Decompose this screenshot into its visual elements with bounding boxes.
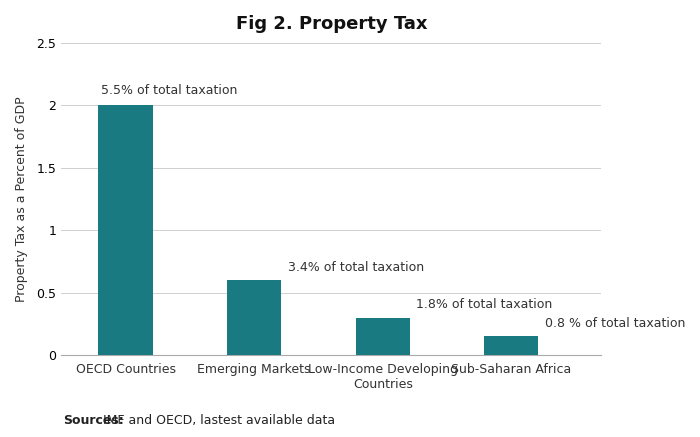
Bar bbox=[484, 336, 538, 355]
Title: Fig 2. Property Tax: Fig 2. Property Tax bbox=[236, 15, 427, 33]
Text: 1.8% of total taxation: 1.8% of total taxation bbox=[416, 298, 552, 312]
Bar bbox=[227, 280, 281, 355]
Text: IMF and OECD, lastest available data: IMF and OECD, lastest available data bbox=[99, 414, 335, 427]
Text: Sources:: Sources: bbox=[63, 414, 124, 427]
Text: 0.8 % of total taxation: 0.8 % of total taxation bbox=[545, 317, 685, 330]
Bar bbox=[99, 105, 153, 355]
Bar bbox=[356, 318, 410, 355]
Text: 3.4% of total taxation: 3.4% of total taxation bbox=[288, 261, 424, 274]
Text: 5.5% of total taxation: 5.5% of total taxation bbox=[101, 83, 237, 97]
Y-axis label: Property Tax as a Percent of GDP: Property Tax as a Percent of GDP bbox=[15, 96, 28, 302]
